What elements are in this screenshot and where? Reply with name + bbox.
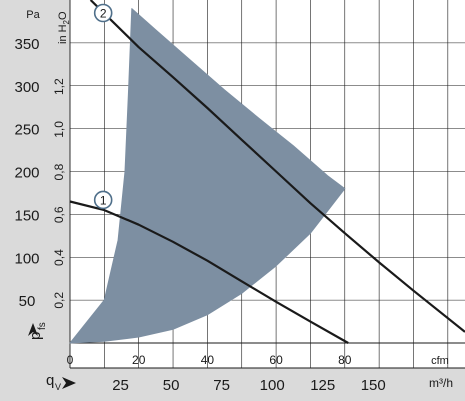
x-axis-arrow xyxy=(62,377,76,389)
y-tick-pa: 350 xyxy=(14,36,39,53)
x-tick-cfm: 40 xyxy=(201,353,215,367)
x-symbol-sub: V xyxy=(55,382,61,392)
x-tick-m3h: 50 xyxy=(163,377,180,394)
x-tick-cfm: 60 xyxy=(269,353,283,367)
y-unit-inh2o: in H2O xyxy=(57,11,71,44)
curve-marker-label-1: 1 xyxy=(100,193,107,207)
curve-1 xyxy=(69,200,349,344)
y-axis-symbol: p fs xyxy=(27,322,48,340)
y-tick-pa: 150 xyxy=(14,207,39,224)
y-tick-inh2o: 0,4 xyxy=(52,249,66,266)
y-tick-pa: 250 xyxy=(14,122,39,139)
operating-area xyxy=(69,8,346,344)
bottom-axis-band xyxy=(0,368,465,401)
x-symbol-main: q xyxy=(46,372,54,389)
x-unit-cfm: cfm xyxy=(431,355,449,367)
curves xyxy=(69,0,465,344)
curve-marker-1 xyxy=(93,190,113,210)
y-tick-inh2o: 0,6 xyxy=(52,206,66,223)
x-tick-m3h: 150 xyxy=(361,377,386,394)
y-axis-arrow xyxy=(28,323,38,336)
y-tick-pa: 100 xyxy=(14,250,39,267)
x-tick-cfm: 20 xyxy=(132,353,146,367)
x-tick-cfm: 0 xyxy=(67,353,74,367)
y-tick-inh2o: 0,2 xyxy=(52,292,66,309)
x-tick-m3h: 100 xyxy=(260,377,285,394)
y-symbol-main: p xyxy=(27,332,44,340)
x-unit-m3h: m³/h xyxy=(429,376,453,390)
y-tick-pa: 300 xyxy=(14,79,39,96)
inh2o-o: O xyxy=(57,11,69,20)
left-axis-band xyxy=(0,0,70,401)
curve-marker-label-2: 2 xyxy=(100,7,107,21)
y-tick-inh2o: 0,8 xyxy=(52,163,66,180)
x-tick-cfm: 80 xyxy=(338,353,352,367)
secondary-x-axis-strip xyxy=(70,343,465,368)
x-tick-m3h: 25 xyxy=(112,377,129,394)
y-tick-inh2o: 1,0 xyxy=(52,121,66,138)
x-tick-m3h: 75 xyxy=(213,377,230,394)
inh2o-subscript: 2 xyxy=(62,19,71,24)
curve-2 xyxy=(89,0,465,333)
y-unit-pa: Pa xyxy=(26,9,40,21)
x-tick-m3h: 125 xyxy=(310,377,335,394)
y-tick-inh2o: 1,2 xyxy=(52,78,66,95)
y-tick-pa: 200 xyxy=(14,165,39,182)
y-symbol-sub: fs xyxy=(37,322,48,330)
curve-markers: 12 xyxy=(93,3,113,210)
y-tick-pa: 50 xyxy=(19,293,36,310)
curve-marker-2 xyxy=(93,3,113,23)
